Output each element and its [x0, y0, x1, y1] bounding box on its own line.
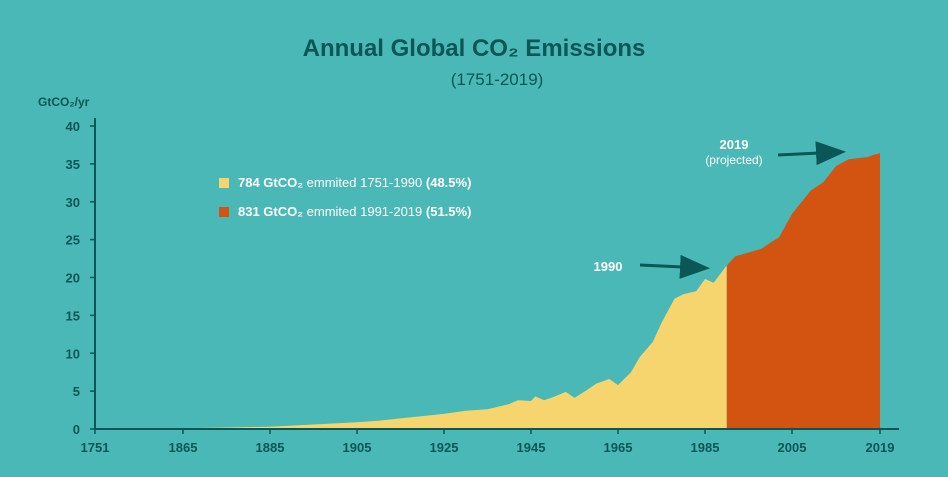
- y-tick-label: 10: [66, 346, 80, 361]
- y-tick-label: 25: [66, 233, 80, 248]
- y-tick-label: 30: [66, 195, 80, 210]
- y-tick-label: 40: [66, 119, 80, 134]
- y-tick-label: 20: [66, 271, 80, 286]
- x-tick-label: 1925: [430, 440, 459, 455]
- y-axis-label: GtCO₂/yr: [38, 95, 90, 109]
- x-tick-label: 1945: [517, 440, 546, 455]
- x-tick-label: 1751: [81, 440, 110, 455]
- chart-subtitle: (1751-2019): [451, 70, 544, 89]
- chart-title: Annual Global CO₂ Emissions: [303, 35, 646, 62]
- annotation-1990-label: 1990: [594, 259, 623, 274]
- area-series-2: [726, 153, 880, 430]
- annotation-2019-arrow: [777, 141, 846, 166]
- x-tick-label: 1965: [604, 440, 633, 455]
- legend-label-1: 784 GtCO₂ emmited 1751-1990 (48.5%): [238, 175, 471, 190]
- x-tick-label: 1885: [256, 440, 285, 455]
- y-tick-label: 35: [66, 157, 80, 172]
- legend-swatch-1: [219, 178, 229, 188]
- annotation-2019-sublabel: (projected): [705, 153, 762, 167]
- x-tick-label: 2019: [866, 440, 895, 455]
- annotation-2019-label: 2019: [720, 137, 749, 152]
- legend-label-2: 831 GtCO₂ emmited 1991-2019 (51.5%): [238, 204, 471, 219]
- x-tick-label: 2005: [778, 440, 807, 455]
- x-tick-label: 1905: [343, 440, 372, 455]
- area-series-1: [95, 265, 727, 429]
- x-tick-label: 1985: [691, 440, 720, 455]
- x-tick-label: 1865: [169, 440, 198, 455]
- y-tick-label: 15: [66, 308, 80, 323]
- legend-swatch-2: [219, 207, 229, 217]
- annotation-1990-arrow: [639, 254, 710, 279]
- y-tick-label: 0: [73, 422, 80, 437]
- y-tick-label: 5: [73, 384, 80, 399]
